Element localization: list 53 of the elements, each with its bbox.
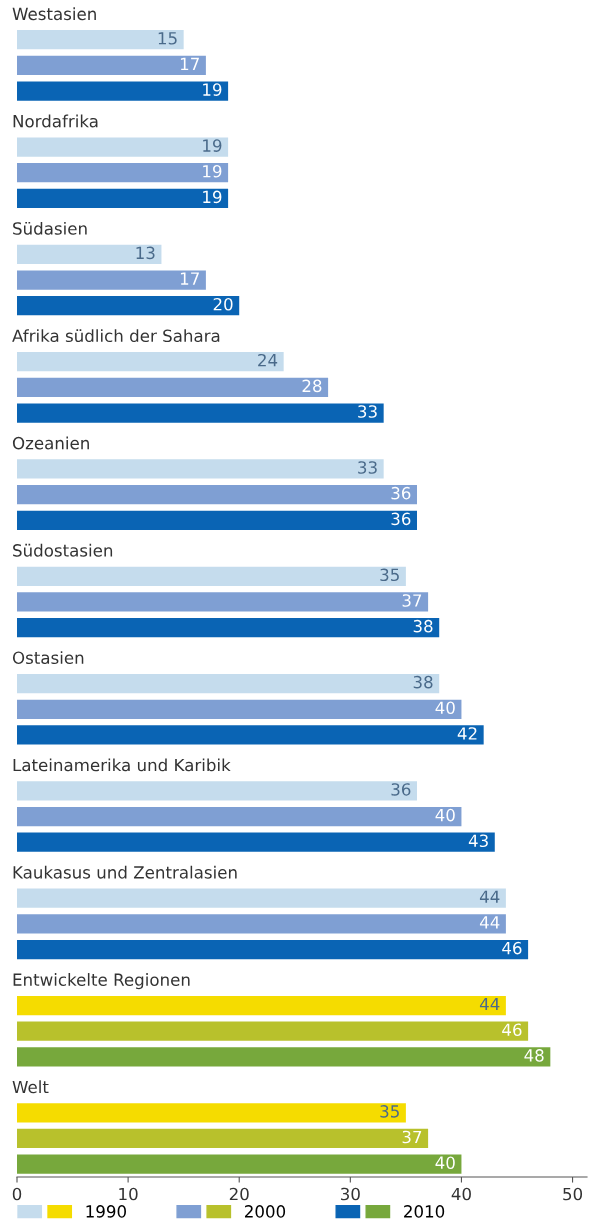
y-tick-label: Südasien (13, 221, 87, 235)
y-tick-label: Afrika südlich der Sahara (12, 329, 220, 343)
data-label: 19 (203, 139, 222, 152)
x-tick-label: 50 (563, 1187, 583, 1201)
legend-label: 2010 (404, 1205, 445, 1218)
data-label: 17 (180, 272, 199, 285)
data-label: 37 (402, 1130, 422, 1144)
y-tick-label: Ozeanien (12, 436, 89, 450)
data-label: 15 (158, 32, 177, 45)
data-label: 37 (402, 594, 422, 607)
x-tick-label: 0 (12, 1187, 22, 1201)
y-tick-label: Westasien (12, 7, 96, 21)
data-label: 33 (358, 405, 377, 418)
data-label: 44 (479, 916, 500, 929)
legend-label: 2000 (244, 1205, 286, 1218)
data-label: 17 (180, 57, 199, 71)
x-tick-label: 10 (119, 1187, 138, 1201)
legend-label: 1990 (86, 1205, 126, 1218)
data-label: 13 (136, 246, 155, 260)
data-label: 36 (391, 512, 411, 526)
data-label: 46 (502, 1023, 522, 1037)
y-tick-label: Welt (12, 1080, 49, 1094)
data-label: 43 (468, 834, 488, 848)
data-label: 48 (524, 1049, 544, 1062)
data-label: 40 (435, 808, 455, 822)
x-tick-label: 30 (341, 1187, 360, 1201)
data-label: 36 (391, 486, 411, 500)
data-label: 35 (380, 1105, 399, 1118)
data-label: 36 (391, 783, 411, 796)
data-label: 42 (457, 727, 477, 740)
data-label: 20 (213, 297, 233, 311)
data-label: 46 (502, 941, 522, 955)
y-tick-label: Lateinamerika und Karibik (13, 758, 231, 772)
data-label: 44 (479, 997, 500, 1011)
data-label: 44 (479, 890, 500, 903)
data-label: 40 (435, 1156, 455, 1169)
y-tick-label: Südostasien (13, 543, 113, 557)
data-label: 24 (258, 353, 278, 367)
x-tick-label: 40 (451, 1187, 471, 1201)
data-label: 19 (203, 83, 222, 96)
x-tick-label: 20 (229, 1187, 249, 1201)
data-label: 28 (302, 379, 322, 393)
data-label: 38 (413, 619, 433, 633)
data-label: 33 (358, 461, 377, 474)
data-label: 35 (380, 568, 399, 582)
data-label: 38 (413, 675, 433, 689)
data-label: 19 (203, 190, 222, 204)
y-tick-label: Nordafrika (13, 114, 98, 128)
data-label: 19 (203, 164, 222, 178)
y-tick-label: Entwickelte Regionen (13, 973, 190, 990)
y-tick-label: Ostasien (12, 651, 84, 665)
data-label: 40 (435, 701, 455, 715)
y-tick-label: Kaukasus und Zentralasien (13, 865, 237, 879)
